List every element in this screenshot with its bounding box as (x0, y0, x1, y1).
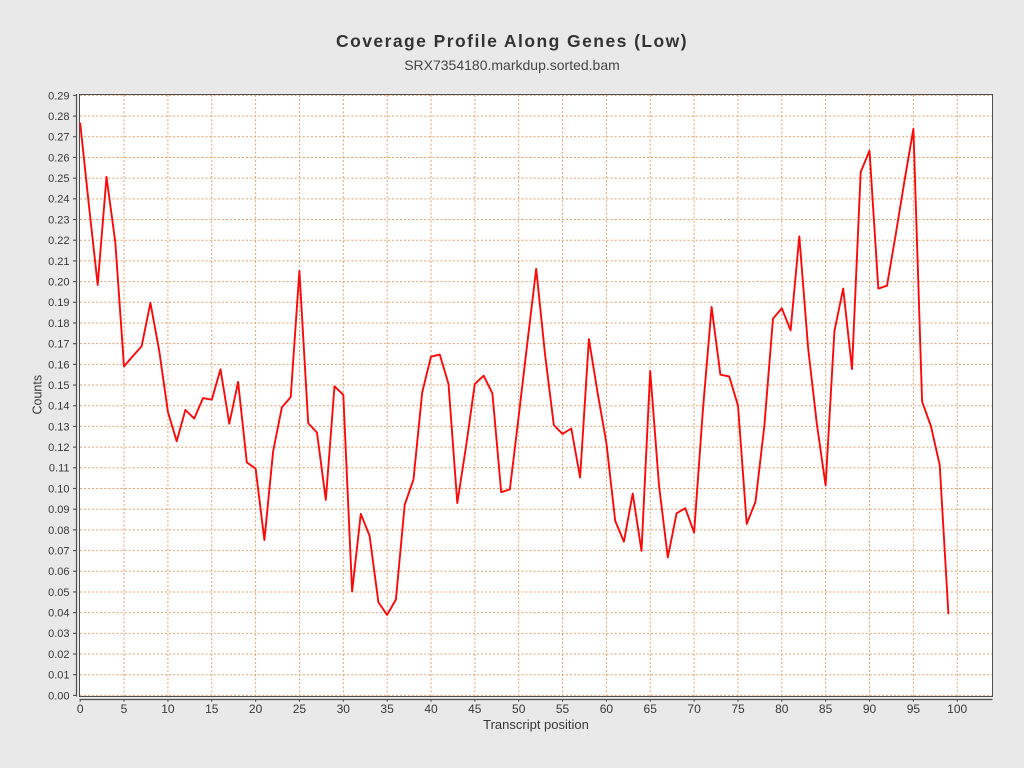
svg-text:65: 65 (644, 702, 658, 716)
svg-text:75: 75 (731, 702, 745, 716)
svg-text:0.04: 0.04 (48, 608, 69, 620)
svg-text:30: 30 (337, 702, 351, 716)
svg-text:80: 80 (775, 702, 789, 716)
svg-text:0: 0 (77, 702, 84, 716)
svg-text:Counts: Counts (31, 375, 45, 415)
svg-text:0.10: 0.10 (48, 483, 69, 495)
svg-text:90: 90 (863, 702, 877, 716)
svg-text:0.01: 0.01 (48, 670, 69, 682)
svg-text:0.00: 0.00 (48, 690, 69, 702)
svg-text:0.12: 0.12 (48, 442, 69, 454)
svg-text:0.26: 0.26 (48, 152, 69, 164)
svg-text:Transcript position: Transcript position (483, 717, 589, 732)
svg-text:40: 40 (424, 702, 438, 716)
svg-text:0.07: 0.07 (48, 546, 69, 558)
svg-text:0.18: 0.18 (48, 318, 69, 330)
svg-text:10: 10 (161, 702, 175, 716)
svg-text:0.28: 0.28 (48, 111, 69, 123)
svg-text:0.27: 0.27 (48, 132, 69, 144)
svg-text:0.11: 0.11 (49, 463, 70, 475)
svg-text:0.08: 0.08 (48, 525, 69, 537)
svg-text:95: 95 (907, 702, 921, 716)
svg-text:SRX7354180.markdup.sorted.bam: SRX7354180.markdup.sorted.bam (404, 57, 620, 73)
svg-text:0.14: 0.14 (48, 401, 69, 413)
svg-text:0.13: 0.13 (48, 421, 69, 433)
svg-text:0.25: 0.25 (48, 173, 69, 185)
svg-text:0.29: 0.29 (48, 90, 69, 102)
svg-text:0.21: 0.21 (48, 256, 69, 268)
svg-text:35: 35 (380, 702, 394, 716)
svg-text:0.02: 0.02 (48, 649, 69, 661)
svg-text:0.20: 0.20 (48, 277, 69, 289)
svg-text:55: 55 (556, 702, 570, 716)
svg-text:Coverage Profile Along Genes (: Coverage Profile Along Genes (Low) (336, 31, 688, 51)
svg-text:0.03: 0.03 (48, 628, 69, 640)
svg-text:0.19: 0.19 (48, 297, 69, 309)
svg-text:85: 85 (819, 702, 833, 716)
svg-text:20: 20 (249, 702, 263, 716)
svg-text:0.17: 0.17 (48, 339, 69, 351)
svg-text:0.22: 0.22 (48, 235, 69, 247)
svg-text:0.09: 0.09 (48, 504, 69, 516)
svg-text:45: 45 (468, 702, 482, 716)
svg-text:0.15: 0.15 (48, 380, 69, 392)
svg-text:5: 5 (121, 702, 128, 716)
svg-text:15: 15 (205, 702, 219, 716)
svg-text:25: 25 (293, 702, 307, 716)
svg-text:100: 100 (947, 702, 967, 716)
svg-text:0.06: 0.06 (48, 566, 69, 578)
svg-text:60: 60 (600, 702, 614, 716)
svg-text:50: 50 (512, 702, 526, 716)
svg-text:0.24: 0.24 (48, 194, 69, 206)
svg-text:0.05: 0.05 (48, 587, 69, 599)
svg-text:0.23: 0.23 (48, 214, 69, 226)
svg-text:70: 70 (687, 702, 701, 716)
svg-text:0.16: 0.16 (48, 359, 69, 371)
